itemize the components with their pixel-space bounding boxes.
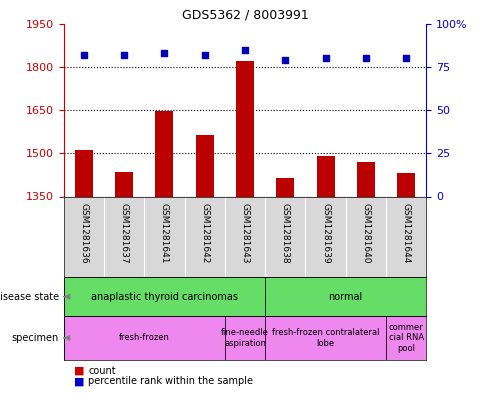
Text: GSM1281643: GSM1281643 <box>241 203 249 263</box>
Point <box>241 46 249 53</box>
Text: GSM1281644: GSM1281644 <box>402 203 411 263</box>
Text: GSM1281641: GSM1281641 <box>160 203 169 263</box>
Text: disease state: disease state <box>0 292 59 302</box>
Text: fresh-frozen contralateral
lobe: fresh-frozen contralateral lobe <box>272 328 379 348</box>
Text: specimen: specimen <box>12 333 59 343</box>
Text: fine-needle
aspiration: fine-needle aspiration <box>221 328 269 348</box>
Bar <box>115 172 133 196</box>
Point <box>321 55 329 61</box>
Text: count: count <box>88 365 116 376</box>
Bar <box>196 134 214 196</box>
Text: fresh-frozen: fresh-frozen <box>119 334 170 342</box>
Text: GSM1281638: GSM1281638 <box>281 203 290 264</box>
Text: GSM1281637: GSM1281637 <box>120 203 129 264</box>
Bar <box>225 316 265 360</box>
Text: percentile rank within the sample: percentile rank within the sample <box>88 376 253 386</box>
Bar <box>357 162 375 196</box>
Point <box>80 51 88 58</box>
Bar <box>236 61 254 196</box>
Bar <box>155 112 173 196</box>
Bar <box>386 316 426 360</box>
Bar <box>397 173 415 196</box>
Title: GDS5362 / 8003991: GDS5362 / 8003991 <box>182 8 308 21</box>
Bar <box>64 277 265 316</box>
Point <box>120 51 128 58</box>
Point <box>161 50 169 56</box>
Bar <box>317 156 335 196</box>
Point <box>281 57 289 63</box>
Bar <box>265 277 426 316</box>
Text: normal: normal <box>329 292 363 302</box>
Text: GSM1281636: GSM1281636 <box>79 203 88 264</box>
Text: GSM1281642: GSM1281642 <box>200 203 209 263</box>
Point <box>362 55 370 61</box>
Point <box>201 51 209 58</box>
Bar <box>64 316 225 360</box>
Text: ■: ■ <box>74 376 84 386</box>
Text: GSM1281639: GSM1281639 <box>321 203 330 264</box>
Point <box>402 55 410 61</box>
Bar <box>75 151 93 196</box>
Text: anaplastic thyroid carcinomas: anaplastic thyroid carcinomas <box>91 292 238 302</box>
Text: ■: ■ <box>74 365 84 376</box>
Bar <box>265 316 386 360</box>
Text: GSM1281640: GSM1281640 <box>361 203 370 263</box>
Text: commer
cial RNA
pool: commer cial RNA pool <box>389 323 424 353</box>
Bar <box>276 178 294 196</box>
